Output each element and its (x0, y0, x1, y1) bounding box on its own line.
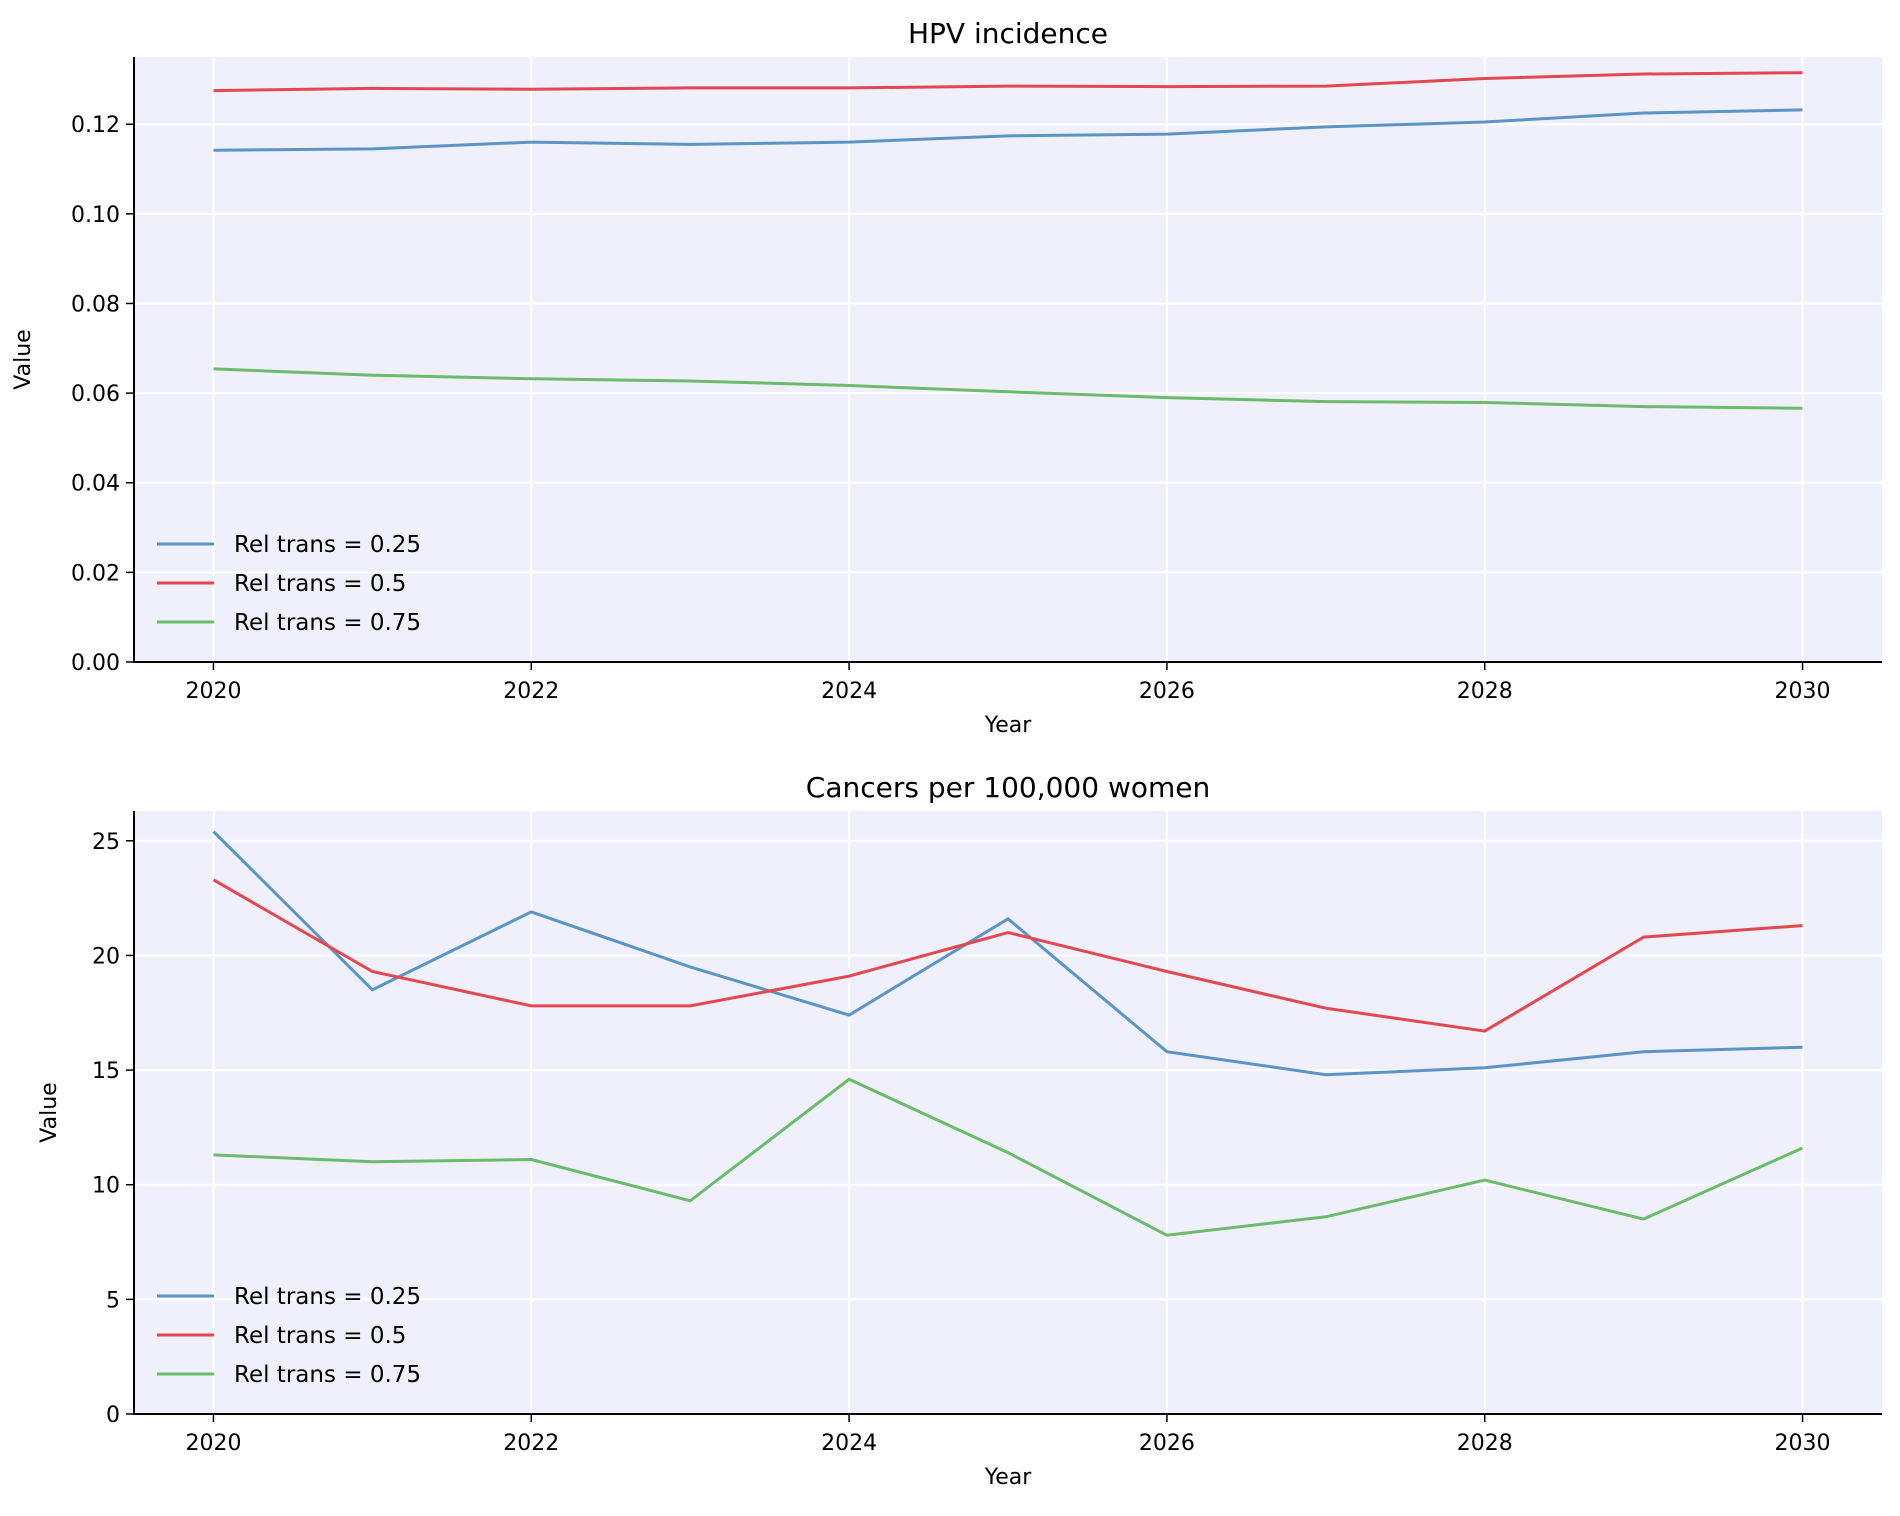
x-tick-label: 2026 (1139, 1431, 1195, 1456)
series-line (212, 878, 1803, 1033)
y-tick-label: 0.00 (71, 651, 120, 676)
x-tick-label: 2020 (185, 1431, 241, 1456)
legend: Rel trans = 0.25 Rel trans = 0.5 Rel tra… (157, 532, 421, 636)
x-tick-label: 2024 (821, 1431, 877, 1456)
legend-label: Rel trans = 0.25 (234, 1284, 421, 1310)
legend: Rel trans = 0.25 Rel trans = 0.5 Rel tra… (157, 1284, 421, 1388)
legend-label: Rel trans = 0.25 (234, 532, 421, 558)
y-tick-label: 5 (106, 1288, 120, 1313)
ticks: 2020 2022 2024 2026 2028 2030 0 5 10 15 20 25 (92, 830, 1831, 1456)
x-tick-label: 2030 (1775, 1431, 1831, 1456)
y-tick-label: 0.12 (71, 113, 120, 138)
hpv-incidence-panel: 2020 2022 2024 2026 2028 2030 0.00 0.02 0.04 0.06… (11, 17, 1882, 738)
legend-label: Rel trans = 0.75 (234, 610, 421, 636)
plot-area (134, 811, 1882, 1414)
y-tick-label: 0.04 (71, 472, 120, 497)
y-tick-label: 0.10 (71, 203, 120, 228)
y-tick-label: 15 (92, 1059, 120, 1084)
series-line (212, 830, 1803, 1077)
series-lines (212, 830, 1804, 1237)
plot-area (134, 57, 1882, 662)
legend-label: Rel trans = 0.75 (234, 1362, 421, 1388)
legend-label: Rel trans = 0.5 (234, 571, 406, 597)
axes (133, 811, 1882, 1415)
axes (133, 57, 1882, 663)
x-tick-label: 2022 (503, 679, 559, 704)
legend-label: Rel trans = 0.5 (234, 1323, 406, 1349)
series-line (213, 367, 1803, 410)
x-tick-label: 2026 (1139, 679, 1195, 704)
y-tick-label: 10 (92, 1174, 120, 1199)
x-tick-label: 2030 (1775, 679, 1831, 704)
x-tick-label: 2020 (185, 679, 241, 704)
x-tick-label: 2028 (1457, 1431, 1513, 1456)
y-axis-label: Value (11, 329, 36, 389)
ticks: 2020 2022 2024 2026 2028 2030 0.00 0.02 0.04 0.06… (71, 113, 1831, 704)
series-line (213, 1077, 1804, 1237)
x-tick-label: 2028 (1457, 679, 1513, 704)
y-axis-label: Value (37, 1082, 62, 1142)
x-axis-label: Year (984, 713, 1033, 738)
y-tick-label: 0.02 (71, 561, 120, 586)
cancers-panel: 2020 2022 2024 2026 2028 2030 0 5 10 15 20 25 Cance… (37, 771, 1882, 1490)
series-line (213, 108, 1803, 152)
series-lines (213, 71, 1803, 410)
series-line (213, 71, 1803, 93)
y-tick-label: 0 (106, 1403, 120, 1428)
chart-title: Cancers per 100,000 women (806, 771, 1210, 804)
x-tick-label: 2022 (503, 1431, 559, 1456)
y-tick-label: 0.08 (71, 292, 120, 317)
chart-title: HPV incidence (908, 17, 1108, 50)
x-axis-label: Year (984, 1465, 1033, 1490)
y-tick-label: 25 (92, 830, 120, 855)
y-tick-label: 20 (92, 944, 120, 969)
y-tick-label: 0.06 (71, 382, 120, 407)
x-tick-label: 2024 (821, 679, 877, 704)
